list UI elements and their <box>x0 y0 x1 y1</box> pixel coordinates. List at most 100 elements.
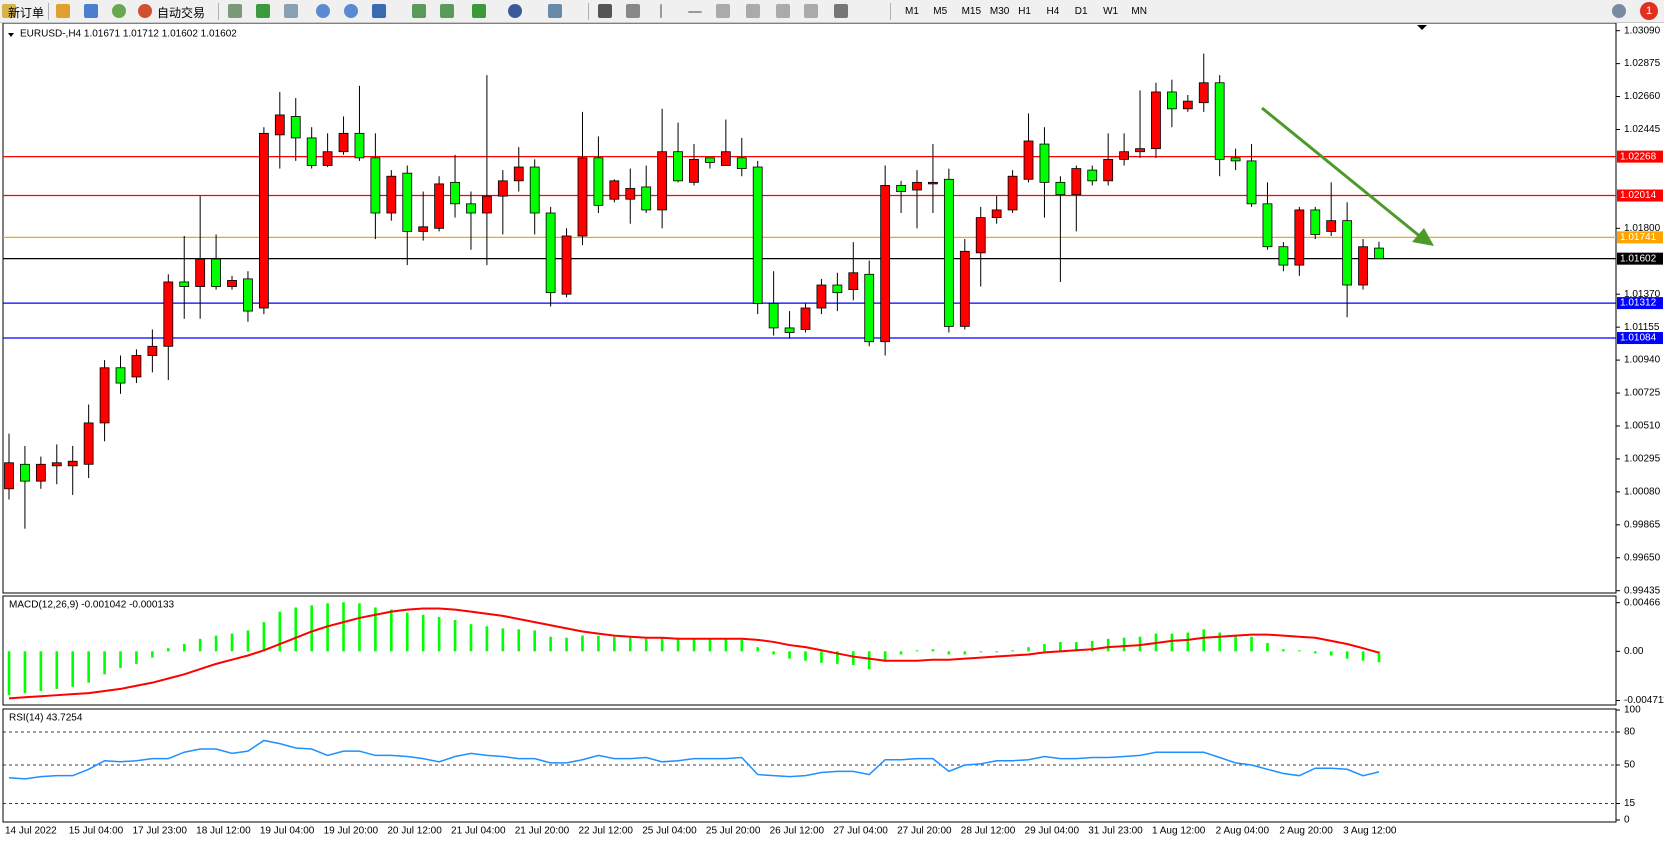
y-tick-label: 1.00080 <box>1624 487 1661 498</box>
x-tick-label: 28 Jul 12:00 <box>961 826 1016 837</box>
macd-bar <box>581 635 584 652</box>
macd-bar <box>533 630 536 652</box>
macd-bar <box>1138 636 1142 652</box>
icon[interactable] <box>228 4 242 18</box>
candle-body <box>67 460 78 467</box>
icon[interactable] <box>626 4 640 18</box>
icon[interactable] <box>688 11 702 13</box>
x-tick-label: 17 Jul 23:00 <box>132 826 187 837</box>
macd-bar <box>485 626 489 652</box>
price-label: 1.01084 <box>1620 333 1657 344</box>
candle-body <box>784 327 795 333</box>
candle-body <box>418 226 429 232</box>
candle-body <box>912 181 922 191</box>
timeframe-button[interactable]: D1 <box>1074 6 1088 17</box>
icon[interactable] <box>776 4 790 18</box>
macd-bar <box>262 622 266 652</box>
notification-badge[interactable]: 1 <box>1640 2 1658 20</box>
icon[interactable] <box>804 4 818 18</box>
timeframe-button[interactable]: M30 <box>989 6 1010 17</box>
icon[interactable] <box>412 4 426 18</box>
candle-body <box>705 157 715 163</box>
icon[interactable] <box>548 4 562 18</box>
icon[interactable] <box>138 4 152 18</box>
x-tick-label: 2 Aug 20:00 <box>1279 826 1333 837</box>
macd-bar <box>963 651 967 655</box>
macd-bar <box>1202 629 1206 652</box>
candle-body <box>1278 246 1289 266</box>
candle-body <box>673 151 683 182</box>
timeframe-button[interactable]: H1 <box>1018 6 1031 17</box>
icon[interactable] <box>316 4 330 18</box>
icon[interactable] <box>112 4 126 18</box>
macd-bar <box>565 637 568 652</box>
auto-trading-button[interactable]: 自动交易 <box>157 6 206 20</box>
timeframe-button[interactable]: M15 <box>961 6 982 17</box>
macd-bar <box>151 651 154 658</box>
search-icon[interactable] <box>1612 4 1626 18</box>
y-tick-label: 1.00725 <box>1624 388 1661 399</box>
candle-body <box>1198 82 1209 104</box>
price-label-box <box>1617 189 1663 202</box>
macd-bar <box>405 612 409 652</box>
icon[interactable] <box>372 4 386 18</box>
macd-bar <box>1345 651 1349 659</box>
macd-bar <box>660 637 664 652</box>
timeframe-button[interactable]: M1 <box>905 6 919 17</box>
icon[interactable] <box>660 4 662 18</box>
separator <box>48 3 49 20</box>
icon[interactable] <box>508 4 522 18</box>
icon[interactable] <box>56 4 70 18</box>
macd-bar <box>278 611 282 652</box>
icon[interactable] <box>284 4 298 18</box>
y-tick-label: 0.00466 <box>1624 597 1661 608</box>
macd-bar <box>851 651 855 665</box>
icon[interactable] <box>256 4 270 18</box>
timeframe-button[interactable]: H4 <box>1046 6 1060 17</box>
price-label-box <box>1617 297 1663 310</box>
macd-bar <box>310 605 313 652</box>
macd-bar <box>1106 638 1110 652</box>
macd-bar <box>867 651 871 670</box>
macd-header: MACD(12,26,9) -0.001042 -0.000133 <box>9 600 175 611</box>
icon[interactable] <box>746 4 760 18</box>
macd-bar <box>182 644 186 652</box>
y-tick-label: 100 <box>1624 705 1641 716</box>
macd-bar <box>644 638 648 652</box>
candle-body <box>1246 160 1257 205</box>
candle-body <box>322 151 333 166</box>
candle-body <box>816 284 827 309</box>
new-order-button[interactable]: 新订单 <box>8 6 45 20</box>
icon[interactable] <box>834 4 848 18</box>
candle-body <box>1230 157 1241 162</box>
separator <box>588 3 589 20</box>
y-tick-label: 0.00 <box>1624 646 1644 657</box>
macd-bar <box>1090 640 1094 652</box>
candle-body <box>1374 247 1384 260</box>
icon[interactable] <box>344 4 358 18</box>
candle-body <box>577 157 588 237</box>
candle-body <box>1055 181 1066 196</box>
candle-body <box>625 188 636 200</box>
icon[interactable] <box>472 4 486 18</box>
x-tick-label: 1 Aug 12:00 <box>1152 826 1206 837</box>
candle-body <box>1087 169 1098 182</box>
x-tick-label: 20 Jul 12:00 <box>387 826 442 837</box>
timeframe-button[interactable]: M5 <box>933 6 948 17</box>
candle-body <box>497 180 508 197</box>
icon[interactable] <box>440 4 454 18</box>
candle-body <box>195 258 206 287</box>
x-tick-label: 15 Jul 04:00 <box>69 826 124 837</box>
y-tick-label: 1.01370 <box>1624 289 1661 300</box>
candle-body <box>306 137 317 166</box>
macd-bar <box>1186 632 1190 652</box>
icon[interactable] <box>598 4 612 18</box>
timeframe-button[interactable]: MN <box>1131 6 1147 17</box>
macd-bar <box>7 651 11 696</box>
timeframe-button[interactable]: W1 <box>1103 6 1119 17</box>
macd-bar <box>995 651 998 653</box>
candle-body <box>768 303 779 329</box>
icon[interactable] <box>716 4 730 18</box>
icon[interactable] <box>84 4 98 18</box>
macd-bar <box>1298 650 1301 652</box>
